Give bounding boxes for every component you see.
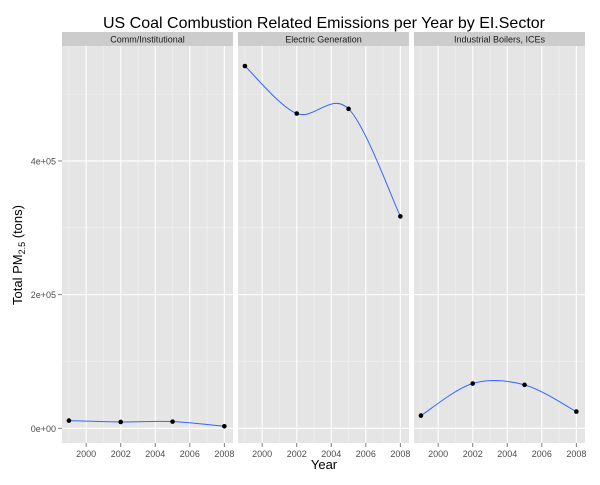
x-tick-label: 2002: [463, 449, 483, 459]
data-point: [574, 409, 579, 414]
data-point: [398, 214, 403, 219]
data-point: [522, 382, 527, 388]
panel-background: [414, 46, 585, 443]
panel-background: [238, 46, 409, 443]
data-point: [118, 419, 124, 425]
y-axis-label-main: Total PM: [10, 254, 25, 305]
data-point: [66, 418, 72, 423]
data-point: [294, 111, 300, 116]
facet-strip: [62, 32, 233, 46]
y-tick-label: 2e+05: [31, 290, 56, 300]
y-tick-label: 0e+00: [31, 424, 56, 434]
data-point: [222, 423, 227, 429]
x-tick-label: 2002: [111, 449, 131, 459]
x-axis-label: Year: [311, 457, 338, 472]
x-tick-label: 2004: [321, 449, 341, 459]
y-axis-label: Total PM2.5 (tons): [10, 205, 27, 305]
x-tick-label: 2000: [428, 449, 448, 459]
x-tick-label: 2000: [252, 449, 272, 459]
facet-panel: Industrial Boilers, ICEs 2000 2002 2004 2006…: [414, 32, 586, 459]
x-tick-label: 2006: [180, 449, 200, 459]
facet-panel: Electric Generation 2000 2002 2004 2006 2008: [238, 32, 410, 459]
x-tick-label: 2002: [287, 449, 307, 459]
y-axis-label-suffix: (tons): [10, 205, 25, 242]
data-point: [346, 106, 351, 112]
x-tick-label: 2006: [532, 449, 552, 459]
x-tick-label: 2008: [390, 449, 410, 459]
x-tick-label: 2004: [145, 449, 165, 459]
y-tick-label: 4e+05: [31, 156, 56, 166]
x-tick-label: 2000: [76, 449, 96, 459]
y-axis: 0e+00 2e+05 4e+05: [31, 156, 62, 434]
data-point: [170, 419, 175, 424]
facet-strip-label: Comm/Institutional: [110, 35, 185, 45]
facet-panel: Comm/Institutional 2000 2002 2004 2006 2008: [62, 32, 234, 459]
series-line: [420, 379, 577, 417]
x-tick-label: 2008: [214, 449, 234, 459]
x-tick-label: 2004: [497, 449, 517, 459]
facet-strip-label: Electric Generation: [285, 35, 362, 45]
data-point: [242, 63, 248, 69]
panel-background: [62, 46, 233, 443]
chart-title: US Coal Combustion Related Emissions per…: [103, 15, 546, 32]
data-point: [418, 413, 424, 418]
facet-strip: [414, 32, 585, 46]
series-line: [68, 420, 225, 427]
data-point: [470, 381, 476, 386]
series-line: [244, 65, 401, 217]
facet-strip: [238, 32, 409, 46]
y-axis-label-subscript: 2.5: [17, 242, 27, 255]
x-tick-label: 2008: [566, 449, 586, 459]
facet-strip-label: Industrial Boilers, ICEs: [454, 35, 546, 45]
x-tick-label: 2006: [356, 449, 376, 459]
